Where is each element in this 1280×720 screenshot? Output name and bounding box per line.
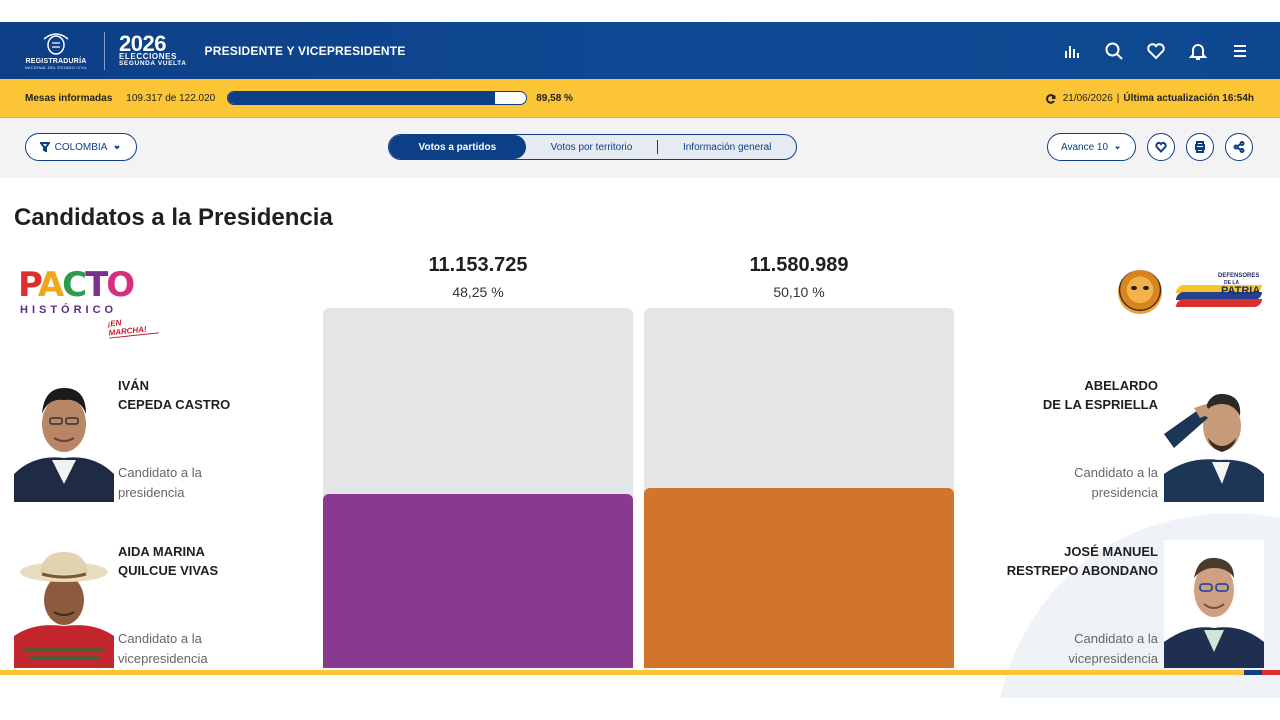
logo-subtitle: NACIONAL DEL ESTADO CIVIL <box>24 65 88 70</box>
votes-left: 11.153.725 <box>428 254 528 276</box>
top-strip <box>0 0 1280 22</box>
last-update: Última actualización 16:54h <box>1123 93 1254 104</box>
vote-bar-left <box>323 308 633 668</box>
site-header: REGISTRADURÍA NACIONAL DEL ESTADO CIVIL … <box>0 22 1280 79</box>
registraduria-logo[interactable]: REGISTRADURÍA NACIONAL DEL ESTADO CIVIL <box>24 29 88 73</box>
elections-round: SEGUNDA VUELTA <box>119 60 187 68</box>
percent-right: 50,10 % <box>773 284 825 300</box>
elections-logo[interactable]: 2026 ELECCIONES SEGUNDA VUELTA <box>119 33 187 68</box>
tab-votos-partidos[interactable]: Votos a partidos <box>389 135 526 159</box>
header-title: PRESIDENTE Y VICEPRESIDENTE <box>204 43 406 58</box>
candidate-photo-espriella <box>1164 374 1264 502</box>
filter-icon <box>39 142 50 152</box>
reporting-progress: Mesas informadas 109.317 de 122.020 89,5… <box>0 79 1280 118</box>
heart-icon[interactable] <box>1146 41 1166 61</box>
printer-icon <box>1195 141 1205 153</box>
candidate-photo-restrepo <box>1164 540 1264 668</box>
heart-icon <box>1155 141 1167 153</box>
president-name-left: IVÁN CEPEDA CASTRO <box>118 378 231 412</box>
coat-of-arms-icon <box>43 33 69 55</box>
progress-track <box>227 91 528 105</box>
party-logo-tagline: ¡EN MARCHA! <box>107 314 159 339</box>
vice-role-right: Candidato a la vicepresidencia <box>1068 631 1158 666</box>
logo-name: REGISTRADURÍA <box>25 58 87 65</box>
bottom-color-strip <box>0 670 1280 675</box>
party-logo-text: PACTO <box>18 265 135 305</box>
vote-bar-fill-right <box>644 487 954 668</box>
results-toolbar: COLOMBIA Votos a partidos Votos por terr… <box>0 118 1280 178</box>
vice-name-right: JOSÉ MANUEL RESTREPO ABONDANO <box>1006 544 1158 578</box>
filter-label: COLOMBIA <box>54 141 108 153</box>
pacto-historico-logo: PACTO HISTÓRICO ¡EN MARCHA! <box>18 265 159 339</box>
progress-count: 109.317 de 122.020 <box>126 92 216 104</box>
header-actions <box>1062 22 1250 79</box>
president-name-right: ABELARDO DE LA ESPRIELLA <box>1042 378 1158 412</box>
vote-bar-right <box>644 308 954 668</box>
progress-fill <box>228 92 496 104</box>
bell-icon[interactable] <box>1188 41 1208 61</box>
progress-label: Mesas informadas <box>25 92 113 104</box>
vice-role-left: Candidato a la vicepresidencia <box>118 631 208 666</box>
chevron-down-icon <box>114 145 121 150</box>
avance-select[interactable]: Avance 10 <box>1047 133 1136 161</box>
chevron-down-icon <box>1115 145 1120 149</box>
menu-icon[interactable] <box>1230 41 1250 61</box>
votes-right: 11.580.989 <box>749 254 849 276</box>
bar-chart-icon[interactable] <box>1062 41 1082 61</box>
print-button[interactable] <box>1186 133 1214 161</box>
president-role-right: Candidato a la presidencia <box>1074 465 1158 500</box>
candidate-photo-quilcue <box>14 540 114 668</box>
vote-bar-fill-left <box>323 494 633 668</box>
favorite-button[interactable] <box>1147 133 1175 161</box>
refresh-icon[interactable] <box>1045 93 1056 104</box>
update-separator: | <box>1116 93 1120 104</box>
tab-divider <box>657 140 659 154</box>
percent-left: 48,25 % <box>452 284 504 300</box>
update-info: 21/06/2026 | Última actualización 16:54h <box>1045 79 1254 118</box>
avance-label: Avance 10 <box>1060 141 1109 153</box>
page-title: Candidatos a la Presidencia <box>14 204 333 231</box>
header-divider <box>104 31 105 70</box>
elections-year: 2026 <box>119 31 166 57</box>
party-logo-text-3: PATRIA <box>1221 285 1261 297</box>
party-logo-text-1: DEFENSORES <box>1218 273 1260 279</box>
tab-votos-territorio[interactable]: Votos por territorio <box>550 141 633 153</box>
update-date: 21/06/2026 <box>1062 93 1113 104</box>
territory-filter-button[interactable]: COLOMBIA <box>25 133 137 161</box>
elections-label: ELECCIONES <box>119 52 178 62</box>
results-main: Candidatos a la Presidencia PACTO HISTÓR… <box>0 178 1280 698</box>
progress-percent: 89,58 % <box>536 92 573 104</box>
flag-swoosh: DEFENSORES DE LA PATRIA <box>1166 273 1262 307</box>
defensores-patria-logo: DEFENSORES DE LA PATRIA <box>1118 270 1262 314</box>
vice-name-left: AIDA MARINA QUILCUE VIVAS <box>118 544 219 578</box>
tab-informacion-general[interactable]: Información general <box>682 141 772 153</box>
candidate-photo-cepeda <box>14 374 114 502</box>
share-icon <box>1233 141 1245 153</box>
search-icon[interactable] <box>1104 41 1124 61</box>
view-tabs: Votos a partidos Votos por territorio In… <box>388 134 797 160</box>
party-logo-subtitle: HISTÓRICO <box>20 304 118 316</box>
share-button[interactable] <box>1225 133 1253 161</box>
tiger-icon <box>1118 270 1162 314</box>
party-logo-text-2: DE LA <box>1224 280 1239 286</box>
president-role-left: Candidato a la presidencia <box>118 465 202 500</box>
